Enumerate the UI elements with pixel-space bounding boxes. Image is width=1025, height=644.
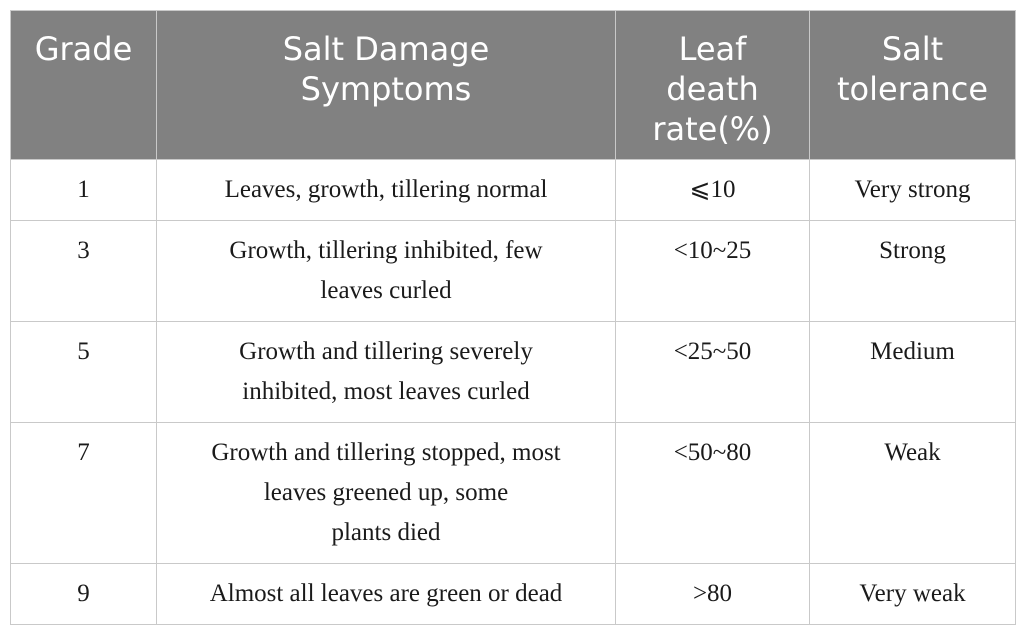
cell-death-rate: <25~50 bbox=[615, 321, 810, 423]
cell-tolerance: Very weak bbox=[809, 563, 1016, 625]
salt-tolerance-table-container: Grade Salt Damage Symptoms Leaf death ra… bbox=[10, 10, 1016, 625]
table-header: Grade Salt Damage Symptoms Leaf death ra… bbox=[10, 10, 1016, 160]
header-death-rate-line: rate(%) bbox=[652, 110, 773, 148]
cell-symptoms-line: Almost all leaves are green or dead bbox=[209, 580, 563, 607]
cell-symptoms-line: plants died bbox=[331, 519, 441, 546]
cell-death-rate: <10~25 bbox=[615, 220, 810, 322]
cell-symptoms-line: Leaves, growth, tillering normal bbox=[224, 176, 548, 203]
cell-symptoms-line: leaves curled bbox=[320, 277, 452, 304]
cell-grade: 9 bbox=[10, 563, 157, 625]
cell-symptoms: Growth and tillering stopped, most leave… bbox=[156, 422, 616, 564]
cell-tolerance: Medium bbox=[809, 321, 1016, 423]
header-symptoms-line: Salt Damage bbox=[282, 30, 490, 68]
cell-symptoms: Leaves, growth, tillering normal bbox=[156, 159, 616, 221]
cell-symptoms-line: Growth, tillering inhibited, few bbox=[229, 237, 543, 264]
cell-symptoms-line: Growth and tillering severely bbox=[239, 338, 533, 365]
cell-death-rate: >80 bbox=[615, 563, 810, 625]
cell-tolerance: Very strong bbox=[809, 159, 1016, 221]
header-tolerance: Salt tolerance bbox=[809, 10, 1016, 160]
cell-death-rate: <50~80 bbox=[615, 422, 810, 564]
header-row: Grade Salt Damage Symptoms Leaf death ra… bbox=[10, 10, 1016, 160]
header-symptoms: Salt Damage Symptoms bbox=[156, 10, 616, 160]
cell-symptoms: Almost all leaves are green or dead bbox=[156, 563, 616, 625]
cell-grade: 5 bbox=[10, 321, 157, 423]
header-grade-line: Grade bbox=[34, 30, 133, 68]
cell-symptoms-line: inhibited, most leaves curled bbox=[242, 378, 530, 405]
cell-tolerance: Weak bbox=[809, 422, 1016, 564]
header-death-rate-line: death bbox=[666, 70, 759, 108]
cell-death-rate: ⩽10 bbox=[615, 159, 810, 221]
table-row: 3 Growth, tillering inhibited, few leave… bbox=[10, 220, 1016, 322]
table-row: 7 Growth and tillering stopped, most lea… bbox=[10, 422, 1016, 564]
cell-grade: 7 bbox=[10, 422, 157, 564]
table-body: 1 Leaves, growth, tillering normal ⩽10 V… bbox=[10, 159, 1016, 625]
table-row: 5 Growth and tillering severely inhibite… bbox=[10, 321, 1016, 423]
cell-symptoms-line: Growth and tillering stopped, most bbox=[211, 439, 561, 466]
table-row: 9 Almost all leaves are green or dead >8… bbox=[10, 563, 1016, 625]
table-row: 1 Leaves, growth, tillering normal ⩽10 V… bbox=[10, 159, 1016, 221]
header-symptoms-line: Symptoms bbox=[300, 70, 472, 108]
header-grade: Grade bbox=[10, 10, 157, 160]
header-tolerance-line: Salt bbox=[881, 30, 944, 68]
cell-tolerance: Strong bbox=[809, 220, 1016, 322]
cell-grade: 3 bbox=[10, 220, 157, 322]
header-death-rate-line: Leaf bbox=[678, 30, 747, 68]
salt-tolerance-table: Grade Salt Damage Symptoms Leaf death ra… bbox=[10, 10, 1016, 625]
cell-symptoms: Growth and tillering severely inhibited,… bbox=[156, 321, 616, 423]
cell-symptoms-line: leaves greened up, some bbox=[263, 479, 509, 506]
header-death-rate: Leaf death rate(%) bbox=[615, 10, 810, 160]
cell-symptoms: Growth, tillering inhibited, few leaves … bbox=[156, 220, 616, 322]
cell-grade: 1 bbox=[10, 159, 157, 221]
header-tolerance-line: tolerance bbox=[836, 70, 989, 108]
